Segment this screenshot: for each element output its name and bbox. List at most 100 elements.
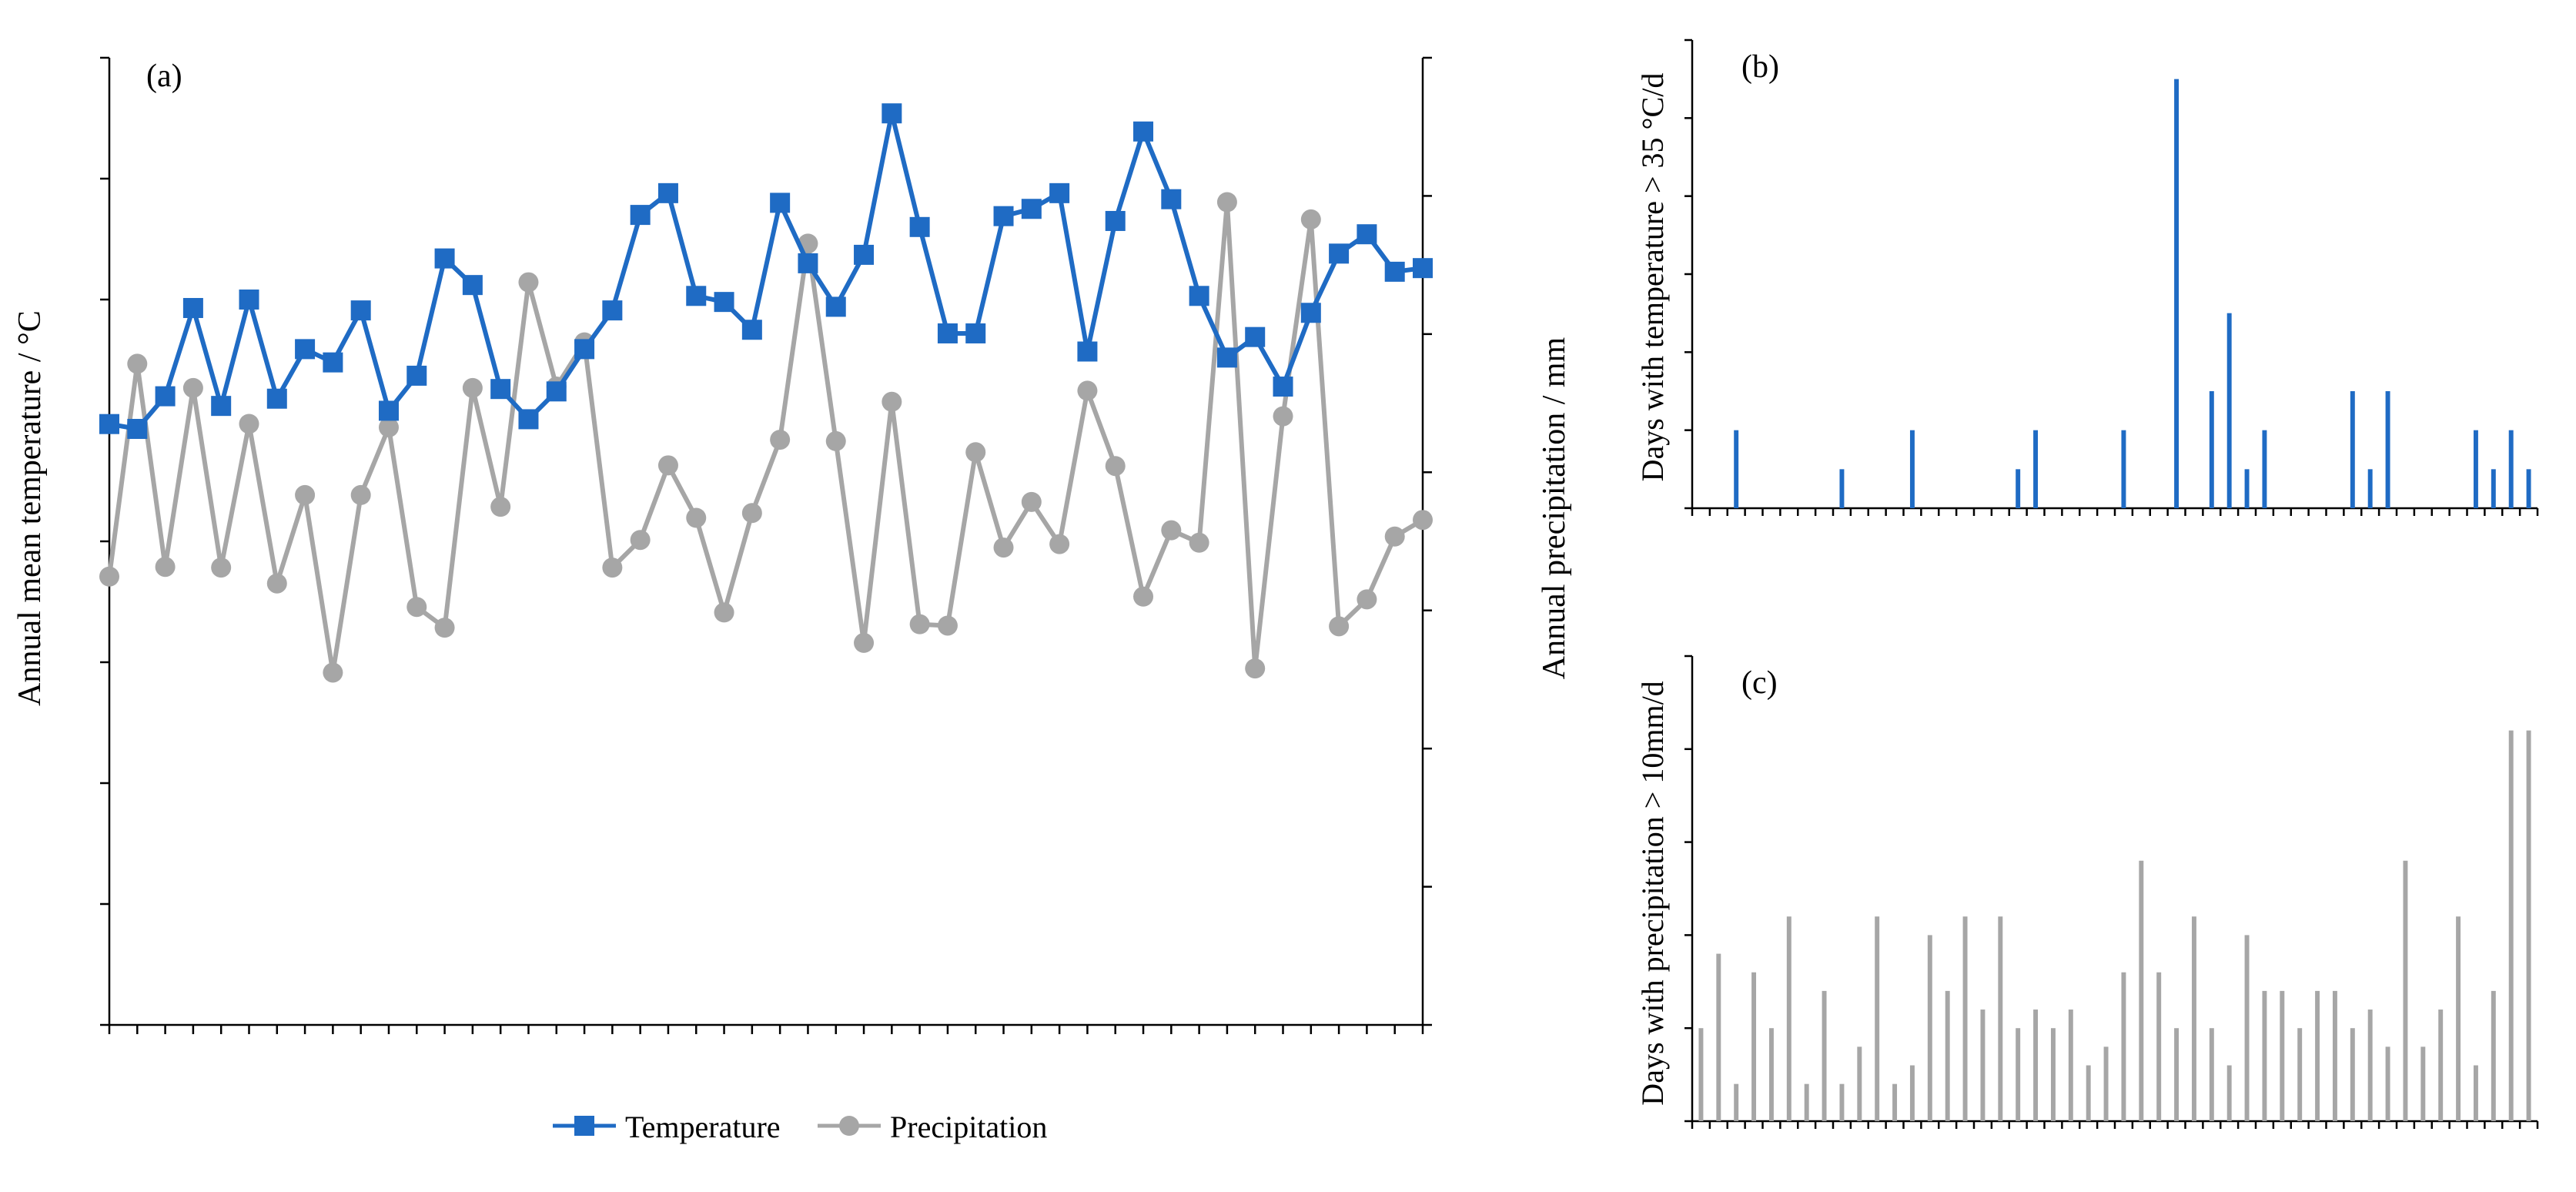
panel-c-bar	[2280, 990, 2285, 1121]
panel-a-label: (a)	[146, 59, 182, 94]
legend-precipitation-marker	[839, 1116, 859, 1136]
temperature-point	[574, 339, 595, 360]
temperature-point	[937, 323, 958, 343]
precipitation-point	[211, 557, 232, 578]
legend: Temperature Precipitation	[553, 1110, 1047, 1144]
precipitation-point	[854, 632, 875, 653]
panel-b-bar	[2385, 391, 2390, 508]
panel-c-bar	[2209, 1028, 2214, 1121]
panel-c-bar	[1716, 953, 1721, 1121]
precipitation-point	[1105, 456, 1126, 477]
precipitation-point	[1021, 491, 1042, 512]
precipitation-point	[770, 430, 791, 450]
precipitation-point	[434, 618, 455, 638]
panel-a-line-chart: (a) Annual mean temperature / °C Annual …	[12, 56, 1572, 1144]
panel-b-bar	[2226, 313, 2232, 508]
precipitation-point	[350, 484, 371, 505]
panel-c-bar	[2156, 972, 2162, 1121]
panel-c-bar	[1909, 1065, 1915, 1121]
temperature-point	[1273, 377, 1293, 397]
precipitation-point	[825, 430, 846, 451]
panel-b-bar	[1909, 430, 1915, 508]
panel-c-bar	[1998, 916, 2003, 1121]
panel-c-bar	[1804, 1083, 1809, 1121]
temperature-point	[1049, 182, 1070, 203]
panel-b-bar	[2491, 469, 2496, 508]
precipitation-point	[1189, 532, 1209, 553]
panel-c-bar	[2367, 1010, 2373, 1121]
precipitation-point	[323, 662, 343, 683]
temperature-point	[406, 365, 427, 386]
panel-c-bar	[2139, 860, 2144, 1121]
precipitation-point	[1216, 192, 1237, 213]
temperature-point	[1189, 286, 1209, 306]
precipitation-point	[1413, 510, 1433, 531]
panel-b-bar	[2350, 391, 2355, 508]
precipitation-point	[518, 272, 539, 293]
panel-b-bar	[2367, 469, 2373, 508]
precipitation-point	[406, 597, 427, 618]
panel-c-bar	[1945, 990, 1950, 1121]
precipitation-point	[295, 484, 316, 505]
temperature-point	[266, 388, 287, 409]
panel-a-y-axis-label: Annual mean temperature / °C	[12, 310, 48, 706]
temperature-point	[239, 290, 259, 310]
precipitation-point	[490, 497, 511, 517]
panel-c-y-axis-label: Days with precipitation > 10mm/d	[1635, 681, 1670, 1105]
panel-c-bar	[2350, 1028, 2355, 1121]
temperature-point	[99, 414, 119, 434]
panel-c-bar	[1839, 1083, 1845, 1121]
panel-b-bar	[2033, 430, 2039, 508]
temperature-point	[882, 103, 902, 124]
temperature-point	[714, 292, 734, 313]
precipitation-point	[1245, 658, 1266, 679]
panel-c-bar	[1698, 1028, 1704, 1121]
panel-c-bar	[2068, 1010, 2073, 1121]
precipitation-point	[378, 417, 399, 437]
panel-c-bar	[2086, 1065, 2091, 1121]
panel-b-bar	[1734, 430, 1739, 508]
panel-c-bar	[1875, 916, 1880, 1121]
precipitation-point	[602, 557, 623, 578]
precipitation-point	[937, 615, 958, 636]
panel-c-bar	[2016, 1028, 2021, 1121]
temperature-point	[295, 339, 316, 360]
temperature-point	[825, 296, 846, 317]
panel-b-bar	[2508, 430, 2514, 508]
precipitation-point	[1049, 534, 1070, 554]
temperature-point	[182, 297, 203, 318]
panel-c-bar	[2121, 972, 2126, 1121]
panel-c-bar	[2050, 1028, 2056, 1121]
precipitation-point	[630, 530, 651, 551]
precipitation-point	[909, 614, 930, 635]
temperature-point	[350, 300, 371, 321]
temperature-point	[770, 193, 791, 213]
temperature-point	[686, 286, 707, 306]
precipitation-point	[1384, 526, 1405, 547]
precipitation-point	[714, 602, 734, 623]
panel-c-bar	[2508, 730, 2514, 1121]
panel-b-bar	[2174, 79, 2180, 508]
panel-c-bar	[1822, 990, 1827, 1121]
panel-b-y-axis-label: Days with temperature > 35 °C/d	[1635, 73, 1670, 482]
temperature-point	[1413, 258, 1433, 279]
panel-b-bar	[2016, 469, 2021, 508]
panel-c-bar	[2103, 1046, 2109, 1121]
panel-c-bar	[1857, 1046, 1862, 1121]
panel-c-bar	[2297, 1028, 2303, 1121]
temperature-point	[798, 253, 818, 273]
temperature-point	[1021, 199, 1042, 219]
precipitation-point	[155, 557, 176, 578]
panel-b-bar	[1839, 469, 1845, 508]
temperature-point	[1384, 261, 1405, 282]
temperature-point	[1357, 224, 1377, 245]
temperature-point	[1245, 326, 1266, 347]
legend-temperature-label: Temperature	[625, 1110, 781, 1144]
temperature-point	[909, 216, 930, 237]
panel-c-bar	[1786, 916, 1791, 1121]
temperature-point	[602, 300, 623, 321]
precipitation-point	[99, 566, 119, 587]
panel-c-bar	[2473, 1065, 2478, 1121]
panel-c-bar	[1892, 1083, 1898, 1121]
panel-c-bar	[2315, 990, 2320, 1121]
